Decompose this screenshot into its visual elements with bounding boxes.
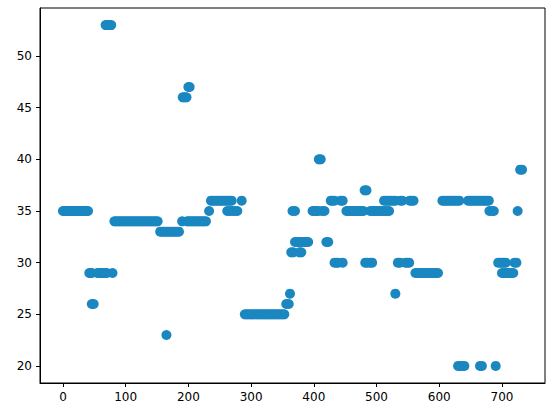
svg-text:700: 700 [491,390,514,404]
svg-text:45: 45 [17,101,32,115]
svg-text:35: 35 [17,204,32,218]
svg-text:300: 300 [240,390,263,404]
svg-text:100: 100 [114,390,137,404]
svg-text:400: 400 [302,390,325,404]
svg-text:0: 0 [59,390,67,404]
svg-text:20: 20 [17,359,32,373]
svg-text:500: 500 [365,390,388,404]
svg-text:40: 40 [17,152,32,166]
svg-text:50: 50 [17,49,32,63]
svg-text:25: 25 [17,307,32,321]
svg-text:600: 600 [428,390,451,404]
svg-text:200: 200 [177,390,200,404]
svg-text:30: 30 [17,256,32,270]
